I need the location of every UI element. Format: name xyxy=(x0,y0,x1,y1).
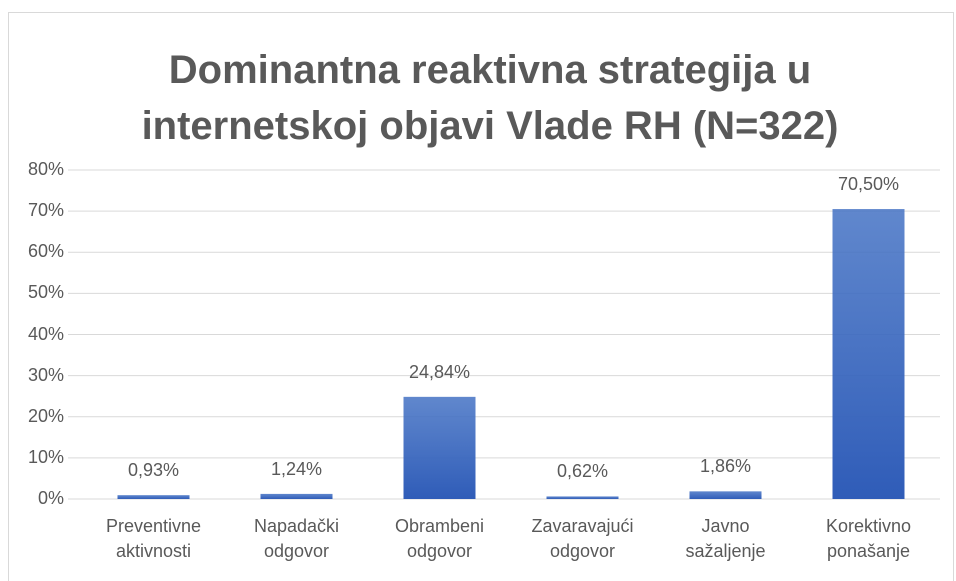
data-label: 0,93% xyxy=(127,460,180,481)
chart-title: Dominantna reaktivna strategija u intern… xyxy=(141,48,839,148)
y-tick-label: 60% xyxy=(27,241,64,262)
data-label: 1,24% xyxy=(270,458,323,479)
data-label: 70,50% xyxy=(837,174,900,195)
x-tick-label: Zavaravajući odgovor xyxy=(531,516,634,561)
chart-frame xyxy=(8,12,954,581)
x-tick-label: Javno sažaljenje xyxy=(685,516,766,561)
bar xyxy=(832,209,905,499)
y-tick-label: 20% xyxy=(27,405,64,426)
y-tick-label: 0% xyxy=(37,488,64,508)
data-label: 24,84% xyxy=(408,361,471,382)
x-tick-label: Obrambeni odgovor xyxy=(394,516,485,561)
bar xyxy=(403,396,476,499)
y-tick-label: 70% xyxy=(27,200,64,221)
y-tick-label: 80% xyxy=(27,159,64,179)
bar xyxy=(260,493,333,499)
x-tick-label: Preventivne aktivnosti xyxy=(105,516,202,561)
y-tick-label: 10% xyxy=(27,446,64,467)
bar xyxy=(117,495,190,499)
bar xyxy=(546,496,619,499)
x-tick-label: Korektivno ponašanje xyxy=(825,516,912,561)
data-label: 1,86% xyxy=(699,456,752,477)
bar xyxy=(689,491,762,499)
data-label: 0,62% xyxy=(556,461,609,482)
y-tick-label: 30% xyxy=(27,364,64,385)
y-tick-label: 50% xyxy=(27,282,64,303)
y-tick-label: 40% xyxy=(27,323,64,344)
x-tick-label: Napadački odgovor xyxy=(253,516,340,561)
